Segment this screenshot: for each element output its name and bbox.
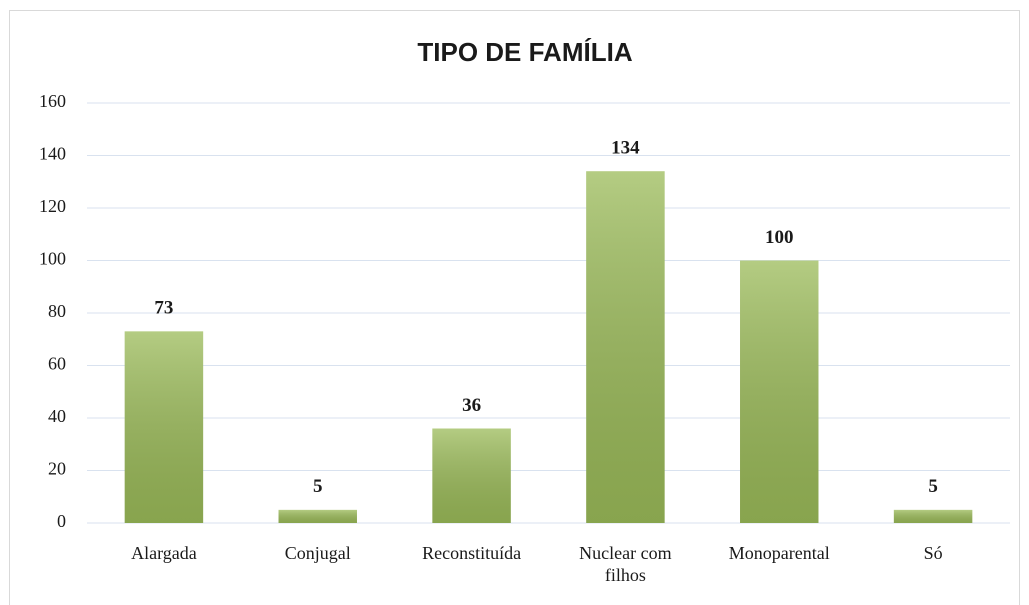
data-label: 5 bbox=[313, 476, 323, 497]
y-tick-label: 120 bbox=[39, 196, 66, 216]
y-tick-label: 40 bbox=[48, 406, 66, 426]
x-tick-label: Nuclear com filhos bbox=[579, 543, 672, 585]
bar-shade bbox=[893, 509, 973, 523]
data-label: 100 bbox=[765, 227, 794, 248]
x-tick-label: Reconstituída bbox=[422, 543, 522, 563]
x-tick-label: Conjugal bbox=[284, 543, 351, 563]
data-label: 5 bbox=[928, 476, 938, 497]
data-label: 36 bbox=[462, 395, 481, 416]
y-tick-label: 140 bbox=[39, 144, 66, 164]
y-tick-label: 0 bbox=[57, 511, 66, 531]
bar-shade bbox=[278, 509, 357, 523]
bar-shade bbox=[740, 260, 819, 523]
y-tick-label: 160 bbox=[39, 91, 66, 111]
x-tick-label: Só bbox=[923, 543, 943, 563]
y-tick-label: 100 bbox=[39, 249, 66, 269]
bar-shade bbox=[586, 171, 665, 523]
data-label: 134 bbox=[611, 138, 640, 159]
y-tick-label: 20 bbox=[48, 459, 66, 479]
bar-shade bbox=[124, 331, 204, 523]
chart-border bbox=[9, 10, 1020, 605]
y-tick-label: 60 bbox=[48, 354, 66, 374]
chart-title: TIPO DE FAMÍLIA bbox=[417, 37, 632, 67]
x-tick-label: Monoparental bbox=[728, 543, 830, 563]
y-tick-label: 80 bbox=[48, 301, 66, 321]
bar-shade bbox=[432, 428, 511, 523]
x-tick-label: Alargada bbox=[131, 543, 197, 563]
data-label: 73 bbox=[154, 298, 173, 319]
